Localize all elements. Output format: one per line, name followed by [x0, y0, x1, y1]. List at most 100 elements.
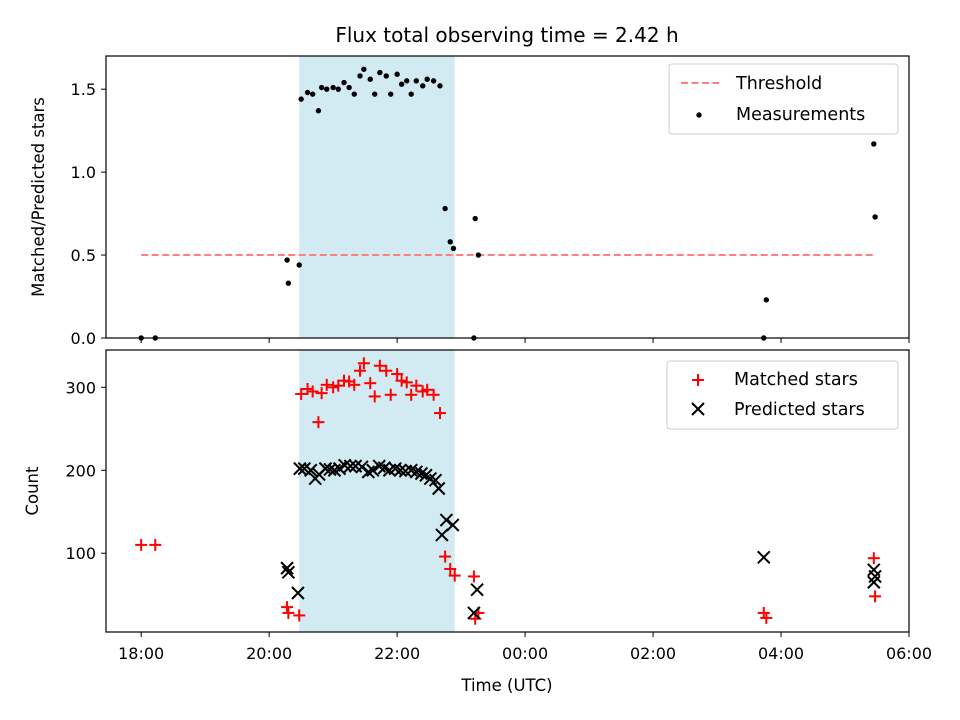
counts-layer: [135, 357, 882, 625]
matched-star-point: [149, 538, 162, 551]
measurement-point: [394, 71, 400, 77]
matched-star-point: [405, 388, 418, 401]
measurement-point: [357, 73, 363, 79]
x-tick-label: 06:00: [886, 644, 932, 663]
predicted-star-point: [432, 481, 446, 496]
matched-star-point: [282, 606, 295, 619]
measurement-point: [398, 81, 405, 87]
matched-star-point: [760, 611, 773, 624]
x-tick-label: 22:00: [374, 644, 420, 663]
top-y-tick-label: 1.0: [71, 163, 96, 182]
predicted-star-point: [361, 465, 376, 479]
legend-predicted-swatch: [691, 402, 705, 416]
measurement-point: [388, 91, 394, 97]
matched-star-point: [433, 407, 446, 420]
matched-star-point: [312, 416, 325, 429]
measurement-point: [341, 79, 347, 86]
predicted-star-point: [435, 528, 449, 542]
legend-measurements-swatch: [696, 112, 702, 118]
measurement-point: [324, 86, 330, 92]
matched-star-point: [301, 382, 314, 395]
measurement-point: [442, 205, 448, 212]
bottom-y-tick-label: 200: [65, 461, 96, 480]
predicted-star-point: [291, 586, 305, 600]
legend-matched-swatch: [692, 374, 704, 386]
predicted-star-point: [414, 466, 429, 481]
matched-star-point: [467, 570, 480, 583]
measurement-point: [871, 141, 877, 147]
matched-star-point: [400, 376, 413, 389]
predicted-star-point: [366, 463, 380, 477]
measurement-point: [763, 297, 770, 303]
measurement-point: [413, 78, 420, 84]
measurement-point: [296, 262, 302, 268]
measurements-layer: [138, 66, 878, 341]
matched-star-point: [295, 387, 308, 400]
measurement-point: [367, 76, 373, 82]
chart-title: Flux total observing time = 2.42 h: [335, 23, 678, 47]
predicted-star-point: [355, 460, 369, 474]
matched-star-point: [348, 378, 361, 391]
predicted-star-point: [867, 575, 881, 589]
matched-star-point: [439, 550, 452, 563]
measurement-point: [404, 78, 410, 84]
predicted-star-point: [439, 513, 454, 527]
top-legend-box: [668, 63, 899, 135]
predicted-star-point: [293, 461, 307, 476]
measurement-point: [346, 84, 352, 91]
x-tick-label: 02:00: [630, 644, 676, 663]
top-y-tick-label: 1.5: [71, 80, 96, 99]
measurement-point: [284, 257, 290, 263]
legend-matched-label: Matched stars: [734, 370, 858, 390]
measurement-point: [285, 280, 292, 286]
bottom-y-tick-label: 300: [65, 378, 96, 397]
predicted-star-point: [428, 473, 443, 487]
measurement-point: [351, 91, 357, 97]
bottom-legend-box: [666, 360, 899, 430]
matched-star-point: [444, 562, 457, 575]
bottom-panel: 18:00 20:00 22:00 00:00 02:00 04:00 06:00 100 20…: [23, 349, 932, 695]
measurement-point: [335, 86, 341, 92]
x-tick-label: 00:00: [502, 644, 548, 663]
predicted-star-point: [467, 606, 481, 620]
top-y-tick-label: 0.0: [71, 329, 96, 348]
measurement-point: [408, 91, 414, 97]
measurement-point: [377, 69, 383, 76]
matched-star-point: [327, 381, 340, 394]
measurement-point: [372, 91, 378, 97]
measurement-point: [361, 66, 367, 72]
measurement-point: [315, 108, 322, 114]
matched-star-point: [306, 385, 319, 398]
top-legend: Threshold Measurements: [668, 63, 899, 135]
measurement-point: [430, 78, 437, 84]
predicted-star-point: [393, 463, 408, 477]
matched-star-point: [391, 368, 404, 381]
x-axis-label: Time (UTC): [460, 676, 552, 695]
bottom-plot-frame: [105, 349, 910, 633]
matched-star-point: [421, 383, 434, 396]
matched-star-point: [293, 609, 306, 622]
matched-star-point: [373, 359, 386, 372]
measurement-point: [437, 83, 443, 89]
predicted-star-point: [280, 561, 294, 575]
bottom-y-tick-label: 100: [65, 544, 96, 563]
predicted-star-point: [343, 459, 358, 473]
measurement-point: [472, 215, 478, 222]
matched-star-point: [867, 552, 880, 565]
matched-star-point: [281, 601, 294, 614]
legend-threshold-label: Threshold: [735, 74, 822, 94]
measurement-point: [318, 84, 325, 91]
x-tick-label: 20:00: [246, 644, 292, 663]
top-panel: 0.0 0.5 1.0 1.5 Flux total observing time =…: [29, 23, 910, 348]
top-y-axis-label: Matched/Predicted stars: [29, 97, 48, 297]
matched-star-point: [135, 538, 148, 551]
matched-star-point: [395, 374, 408, 387]
measurement-point: [475, 252, 482, 258]
matched-star-point: [354, 364, 367, 377]
matched-star-point: [427, 388, 440, 401]
measurement-point: [447, 239, 453, 245]
measurement-point: [383, 73, 389, 79]
measurement-point: [304, 89, 311, 96]
measurement-point: [330, 84, 336, 91]
